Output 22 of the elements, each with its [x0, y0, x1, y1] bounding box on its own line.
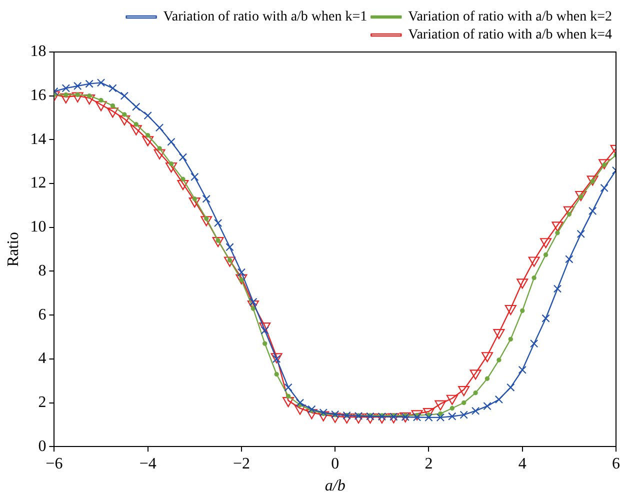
y-tick-label: 10	[30, 218, 46, 236]
y-tick-label: 16	[30, 87, 46, 104]
x-tick-label: 2	[424, 455, 433, 472]
legend-label: Variation of ratio with a/b when k=2	[408, 10, 612, 25]
legend-label: Variation of ratio with a/b when k=4	[408, 28, 612, 43]
y-tick-label: 2	[38, 394, 46, 411]
x-axis-title: a/b	[324, 478, 346, 495]
y-tick-label: 4	[38, 350, 46, 368]
x-tick-label: −2	[232, 455, 250, 472]
x-tick-label: 0	[331, 455, 340, 472]
x-tick-label: 4	[518, 455, 526, 472]
y-tick-label: 12	[30, 174, 46, 192]
y-axis-title: Ratio	[4, 232, 22, 267]
legend-label: Variation of ratio with a/b when k=1	[163, 10, 368, 25]
x-tick-label: −6	[46, 455, 63, 472]
y-tick-label: 6	[38, 306, 46, 324]
x-tick-label: 6	[612, 455, 620, 472]
y-tick-label: 0	[38, 438, 46, 455]
y-tick-label: 18	[30, 43, 46, 60]
y-tick-label: 14	[30, 130, 46, 148]
x-tick-label: −4	[139, 455, 156, 472]
y-tick-label: 8	[38, 262, 46, 280]
